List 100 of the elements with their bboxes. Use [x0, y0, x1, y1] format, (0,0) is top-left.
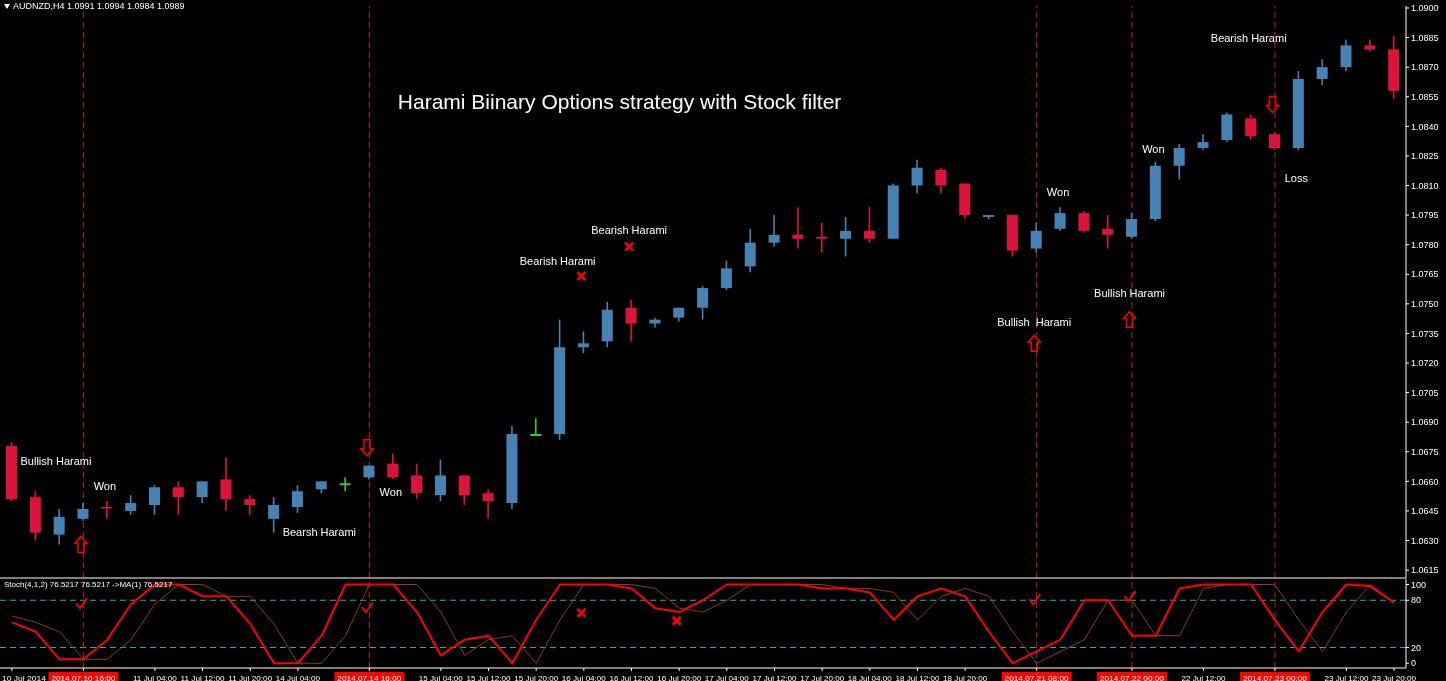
- candlestick: [1102, 214, 1114, 250]
- annotation: Won: [379, 486, 403, 499]
- x-tick-label: 16 Jul 12:00: [609, 674, 655, 681]
- annotation: Bearish Harami: [591, 223, 668, 236]
- x-tick-label: 2014.07.14 16:00: [337, 674, 402, 681]
- x-tick-label: 2014.07.10 16:00: [51, 674, 116, 681]
- candlestick: [768, 214, 780, 248]
- candlestick: [1126, 212, 1138, 240]
- candlestick: [339, 476, 351, 493]
- y-tick-label: 1.0840: [1411, 121, 1439, 132]
- candlestick: [792, 206, 804, 250]
- x-tick-label: 15 Jul 04:00: [418, 674, 464, 681]
- candlestick: [148, 484, 160, 516]
- y-tick-label: 80: [1411, 595, 1422, 606]
- x-tick-label: 16 Jul 04:00: [561, 674, 607, 681]
- y-tick-label: 1.0750: [1411, 299, 1439, 310]
- x-tick-label: 11 Jul 12:00: [180, 674, 226, 681]
- x-tick-label: 17 Jul 20:00: [800, 674, 845, 681]
- y-tick-label: 1.0705: [1411, 387, 1439, 398]
- y-tick-label: 1.0615: [1411, 565, 1439, 576]
- x-tick-label: 17 Jul 04:00: [704, 674, 750, 681]
- x-tick-label: 2014.07.22 00:00: [1099, 674, 1165, 681]
- y-tick-label: 1.0645: [1411, 506, 1439, 517]
- candlestick: [172, 480, 184, 516]
- candlestick: [1245, 113, 1257, 141]
- candlestick: [244, 494, 256, 516]
- candlestick: [816, 222, 828, 254]
- y-tick-label: 1.0675: [1411, 446, 1439, 457]
- annotation: Bearsh Harami: [282, 525, 357, 538]
- candlestick: [935, 166, 947, 195]
- y-tick-label: 1.0720: [1411, 358, 1439, 369]
- x-tick-label: 2014.07.21 08:00: [1004, 674, 1070, 681]
- x-tick-label: 16 Jul 20:00: [657, 674, 702, 681]
- x-tick-label: 17 Jul 12:00: [752, 674, 798, 681]
- candlestick: [840, 216, 852, 258]
- y-tick-label: 1.0825: [1411, 151, 1439, 162]
- x-tick-label: 23 Jul 20:00: [1372, 674, 1417, 681]
- candlestick: [411, 462, 423, 500]
- candlestick: [53, 508, 65, 546]
- candlestick: [1030, 222, 1042, 254]
- candlestick: [458, 474, 470, 506]
- x-tick-label: 15 Jul 12:00: [466, 674, 512, 681]
- candlestick: [482, 488, 494, 520]
- y-tick-label: 1.0795: [1411, 210, 1439, 221]
- annotation: Bearish Harami: [1210, 32, 1287, 45]
- candlestick: [697, 285, 709, 321]
- annotation: Bearish Harami: [519, 255, 596, 268]
- annotation: Bullish Harami: [20, 454, 92, 467]
- candlestick: [1078, 210, 1090, 234]
- annotation: Won: [93, 480, 117, 493]
- candlestick: [863, 206, 875, 244]
- annotation: Bullish Harami: [1094, 286, 1166, 299]
- x-tick-label: 10 Jul 2014: [1, 674, 47, 681]
- candlestick: [268, 496, 280, 534]
- candlestick: [220, 456, 232, 512]
- y-tick-label: 100: [1411, 579, 1427, 590]
- y-tick-label: 1.0900: [1411, 3, 1439, 14]
- candlestick: [1340, 38, 1352, 72]
- annotation: Bullish Harami: [997, 316, 1072, 329]
- annotation: Won: [1142, 142, 1165, 155]
- candlestick: [577, 330, 589, 354]
- candlestick: [291, 484, 303, 514]
- y-tick-label: 1.0690: [1411, 417, 1439, 428]
- candlestick: [625, 299, 637, 343]
- y-tick-label: 1.0780: [1411, 239, 1439, 250]
- candlestick: [434, 458, 446, 502]
- y-tick-label: 1.0660: [1411, 476, 1439, 487]
- candlestick: [744, 228, 756, 274]
- x-tick-label: 22 Jul 12:00: [1181, 674, 1226, 681]
- candlestick: [530, 417, 542, 437]
- y-tick-label: 1.0810: [1411, 180, 1439, 191]
- candlestick: [1316, 58, 1328, 86]
- y-tick-label: 1.0735: [1411, 328, 1439, 339]
- candlestick: [720, 259, 732, 291]
- candlestick: [1054, 206, 1066, 232]
- y-tick-label: 1.0885: [1411, 32, 1439, 43]
- x-tick-label: 11 Jul 04:00: [132, 674, 178, 681]
- y-tick-label: 1.0765: [1411, 269, 1439, 280]
- x-tick-label: 18 Jul 12:00: [895, 674, 941, 681]
- x-tick-label: 14 Jul 04:00: [275, 674, 321, 681]
- candlestick: [911, 159, 923, 195]
- x-tick-label: 18 Jul 20:00: [943, 674, 988, 681]
- y-tick-label: 0: [1411, 658, 1417, 669]
- candlestick: [196, 480, 208, 504]
- x-tick-label: 18 Jul 04:00: [847, 674, 893, 681]
- y-tick-label: 20: [1411, 642, 1422, 653]
- y-tick-label: 1.0870: [1411, 62, 1439, 73]
- annotation: Won: [1046, 186, 1070, 199]
- chart-subtitle: AUDNZD,H4 1.0991 1.0994 1.0984 1.0989: [13, 1, 185, 11]
- x-tick-label: 15 Jul 20:00: [514, 674, 559, 681]
- y-tick-label: 1.0855: [1411, 91, 1439, 102]
- candlestick: [125, 494, 137, 516]
- x-tick-label: 2014.07.23 00:00: [1242, 674, 1308, 681]
- text: Harami Biinary Options strategy with Stock filter: [397, 89, 842, 113]
- y-tick-label: 1.0630: [1411, 535, 1439, 546]
- candlestick: [1173, 143, 1185, 181]
- candlestick: [387, 452, 399, 481]
- annotation: Loss: [1284, 172, 1309, 185]
- x-tick-label: 23 Jul 12:00: [1324, 674, 1369, 681]
- x-tick-label: 11 Jul 20:00: [228, 674, 273, 681]
